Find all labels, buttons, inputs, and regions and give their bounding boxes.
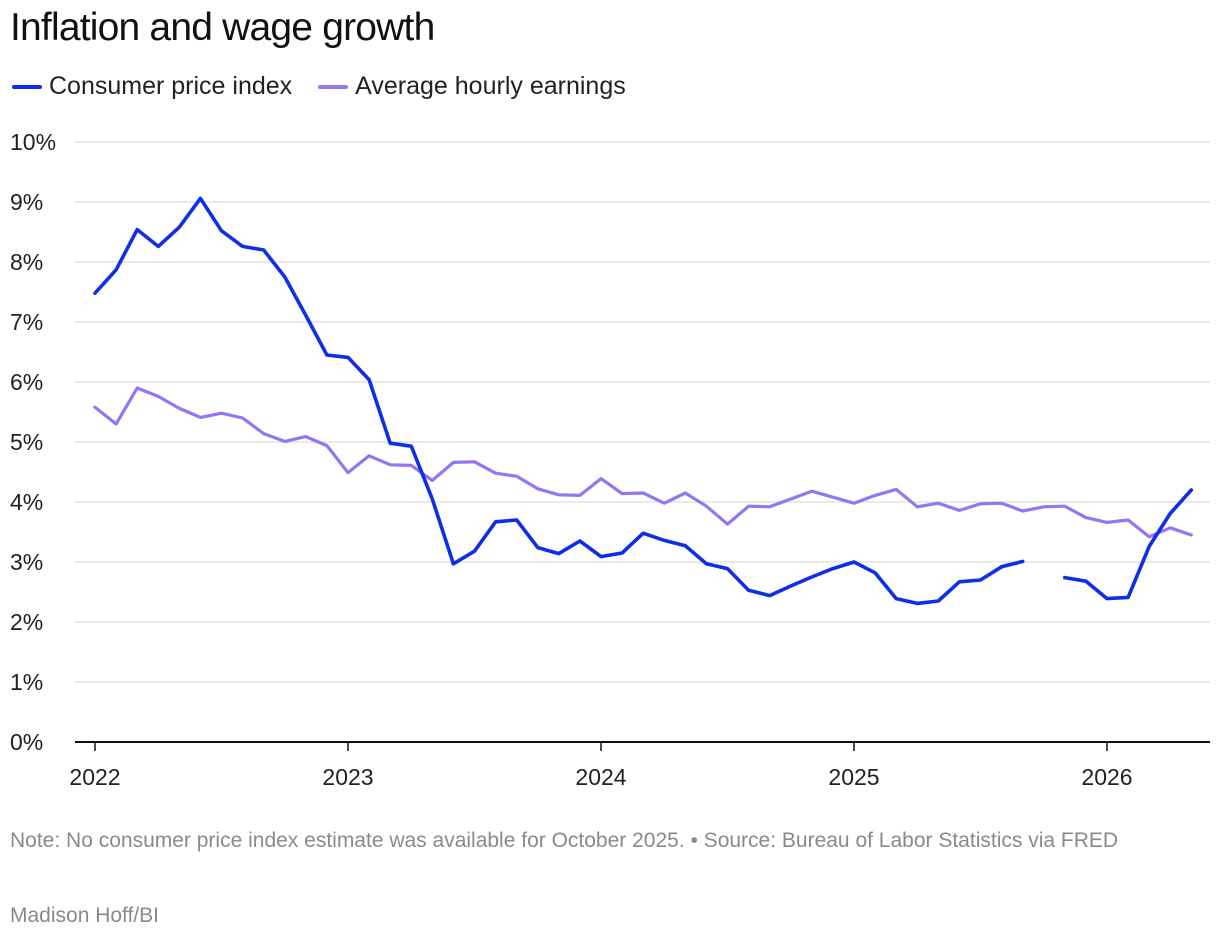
y-tick-label: 10% (10, 129, 56, 155)
y-tick-label: 8% (10, 249, 43, 275)
y-tick-label: 1% (10, 669, 43, 695)
legend-label-cpi: Consumer price index (49, 72, 293, 100)
y-tick-label: 4% (10, 489, 43, 515)
series-line-earnings (93, 386, 1193, 539)
x-tick-label: 2022 (69, 764, 120, 790)
y-tick-label: 5% (10, 429, 43, 455)
series-line-cpi (93, 196, 1194, 606)
gridlines (75, 141, 1210, 743)
y-tick-label: 0% (10, 729, 43, 755)
x-tick-label: 2024 (575, 764, 626, 790)
y-tick-label: 3% (10, 549, 43, 575)
legend-label-earnings: Average hourly earnings (355, 72, 626, 100)
y-tick-label: 2% (10, 609, 43, 635)
series-lines (93, 196, 1194, 606)
legend-swatch-earnings (318, 84, 349, 89)
x-axis-ticks: 2022 2023 2024 2025 2026 (69, 742, 1133, 790)
chart-legend: Consumer price index Average hourly earn… (12, 72, 652, 101)
y-tick-label: 9% (10, 189, 43, 215)
chart-note: Note: No consumer price index estimate w… (10, 829, 1119, 852)
chart-credit: Madison Hoff/BI (10, 904, 160, 927)
line-chart: 0% 1% 2% 3% 4% 5% 6% 7% 8% 9% 10% 2022 2023 2024 2025… (10, 129, 1210, 790)
legend-item-earnings: Average hourly earnings (318, 72, 626, 101)
chart-title: Inflation and wage growth (10, 6, 435, 49)
x-tick-label: 2025 (828, 764, 879, 790)
legend-swatch-cpi (12, 84, 42, 89)
y-tick-label: 6% (10, 369, 43, 395)
y-axis-ticks: 0% 1% 2% 3% 4% 5% 6% 7% 8% 9% 10% (10, 129, 56, 755)
x-tick-label: 2023 (322, 764, 373, 790)
x-tick-label: 2026 (1081, 764, 1132, 790)
legend-item-cpi: Consumer price index (12, 72, 292, 101)
y-tick-label: 7% (10, 309, 43, 335)
